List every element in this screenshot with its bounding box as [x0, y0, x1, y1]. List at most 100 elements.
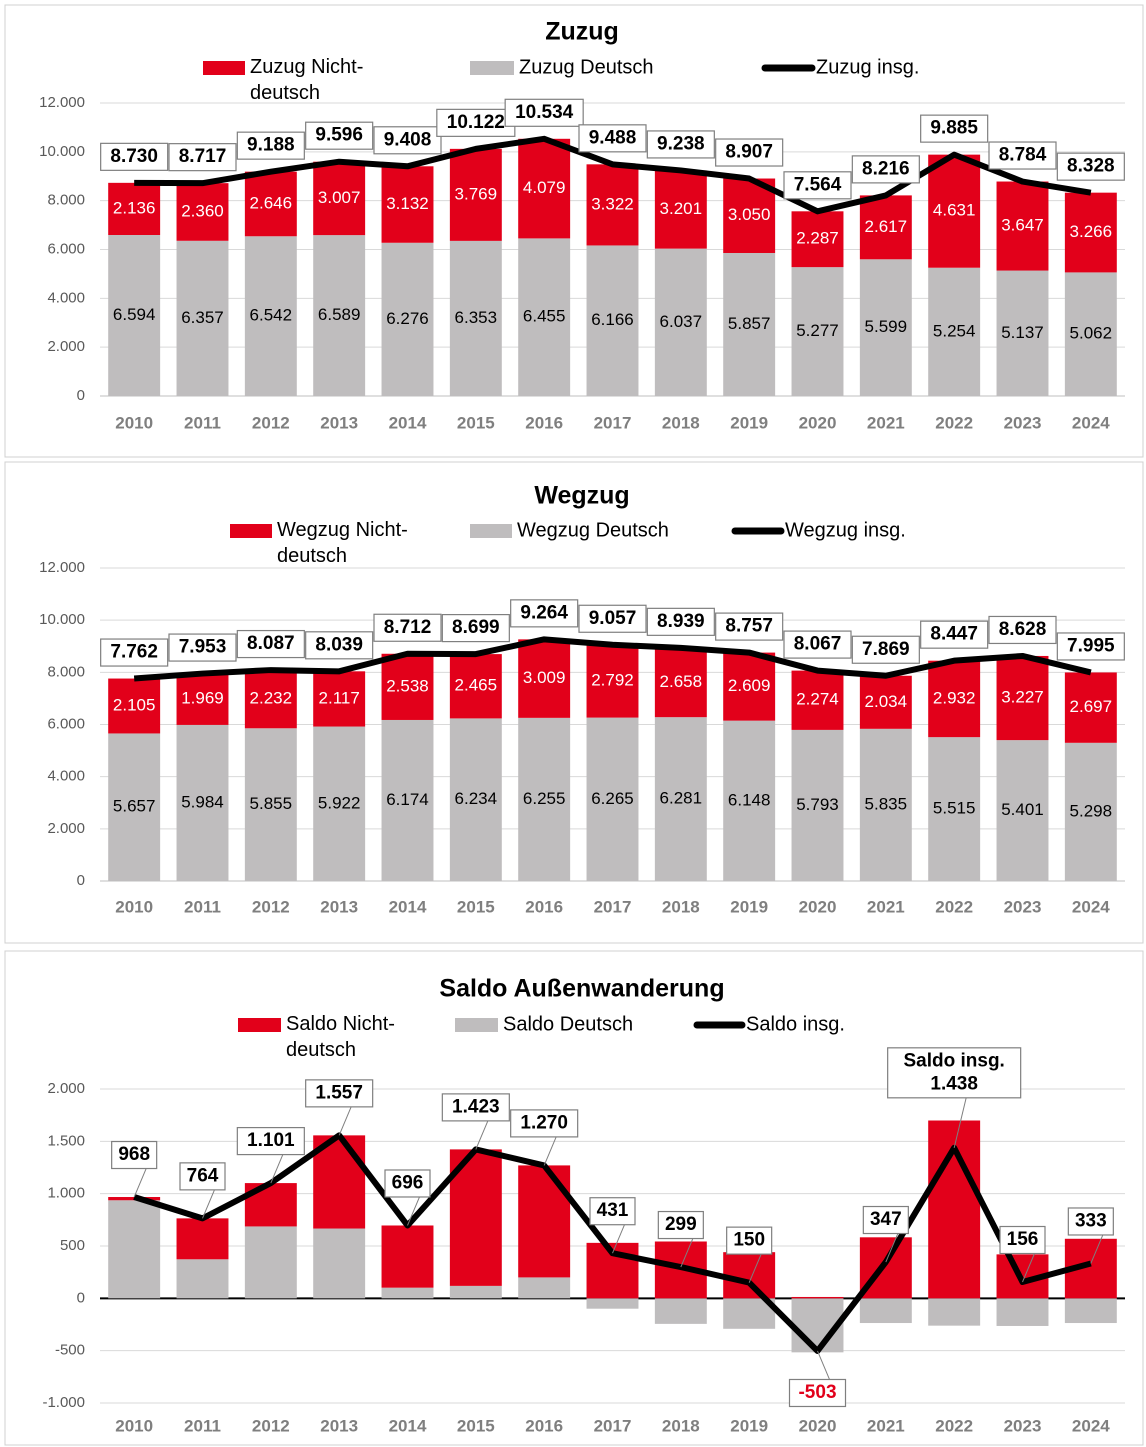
segment-label: 5.835 [865, 794, 908, 813]
legend-label: Saldo Nicht-deutsch [286, 1013, 395, 1061]
total-label: 333 [1075, 1210, 1107, 1231]
total-label-box [783, 171, 852, 200]
segment-label: 2.646 [250, 193, 293, 212]
bar-segment [381, 653, 434, 720]
total-label: 7.995 [1067, 635, 1115, 656]
total-label: 9.885 [930, 118, 978, 139]
bar-segment [313, 671, 366, 727]
bar-segment [928, 267, 981, 396]
segment-label: 3.647 [1001, 216, 1044, 235]
bar-segment [1064, 742, 1117, 881]
y-tick-label: 10.000 [39, 143, 85, 160]
total-label-box [589, 1197, 636, 1226]
total-label: 8.712 [384, 617, 432, 638]
total-label-box [578, 124, 647, 153]
y-tick-label: 6.000 [47, 715, 85, 732]
total-label-box [715, 612, 784, 641]
bar-segment [518, 1277, 571, 1299]
segment-label: 6.276 [386, 309, 429, 328]
bar-segment [108, 182, 161, 235]
x-tick-label: 2010 [115, 1416, 153, 1435]
bar-segment [449, 1285, 502, 1299]
x-tick-label: 2017 [594, 897, 632, 916]
bar-segment [449, 654, 502, 719]
legend-swatch [203, 61, 245, 75]
segment-label: 3.769 [455, 184, 498, 203]
segment-label: 6.037 [660, 312, 703, 331]
legend-swatch [455, 1018, 498, 1032]
bar-segment [244, 171, 297, 237]
total-line [133, 636, 1092, 682]
total-label-box [851, 635, 920, 664]
x-tick-label: 2013 [320, 1416, 358, 1435]
segment-label: 6.265 [591, 789, 634, 808]
leader-line [407, 1196, 420, 1226]
x-tick-label: 2016 [525, 1416, 563, 1435]
total-label: 696 [392, 1173, 424, 1194]
bar-segment [859, 195, 912, 260]
y-tick-label: 4.000 [47, 289, 85, 306]
segment-label: 5.401 [1001, 800, 1044, 819]
x-tick-label: 2023 [1004, 897, 1042, 916]
bar-segment [381, 242, 434, 396]
total-label: 150 [733, 1230, 765, 1251]
total-label-box [236, 629, 305, 659]
leader-line [953, 1097, 967, 1148]
bar-segment [244, 728, 297, 881]
total-label-box [887, 1047, 1022, 1099]
segment-label: 2.465 [455, 676, 498, 695]
total-label: 1.423 [452, 1096, 500, 1117]
bar-segment [176, 183, 229, 241]
x-tick-label: 2024 [1072, 897, 1110, 916]
total-label-box [646, 130, 715, 159]
legend-label: Wegzug Nicht-deutsch [277, 519, 408, 567]
bar-segment [381, 719, 434, 881]
leader-line [817, 1350, 830, 1380]
y-tick-label: 2.000 [47, 338, 85, 355]
segment-label: 6.353 [455, 308, 498, 327]
segment-label: 2.609 [728, 676, 771, 695]
total-label: 9.596 [315, 125, 363, 146]
x-tick-label: 2015 [457, 1416, 495, 1435]
x-tick-label: 2023 [1004, 1416, 1042, 1435]
leader-line [475, 1120, 489, 1150]
total-label-box [236, 1126, 305, 1156]
leader-line [680, 1238, 694, 1268]
bar-segment [108, 234, 161, 396]
segment-label: 2.232 [250, 689, 293, 708]
segment-label: 3.266 [1070, 222, 1113, 241]
bar-segment [586, 164, 639, 246]
legend-label: Wegzug Deutsch [517, 519, 669, 541]
bar-segment [928, 1298, 981, 1326]
x-tick-label: 2018 [662, 897, 700, 916]
bar-segment [518, 717, 571, 881]
total-label: 8.087 [247, 633, 295, 654]
y-tick-label: 1.500 [47, 1132, 85, 1149]
segment-label: 5.515 [933, 799, 976, 818]
x-tick-label: 2014 [389, 413, 427, 432]
bar-segment [996, 740, 1049, 881]
legend-label: Zuzug Deutsch [519, 56, 654, 78]
segment-label: 6.234 [455, 789, 498, 808]
y-tick-label: 8.000 [47, 663, 85, 680]
segment-label: 3.009 [523, 668, 566, 687]
segment-label: 5.922 [318, 793, 361, 812]
total-label: 8.216 [862, 158, 910, 179]
total-label: 9.188 [247, 135, 295, 156]
segment-label: 2.617 [865, 217, 908, 236]
total-label: 8.939 [657, 611, 705, 632]
segment-label: 6.148 [728, 790, 771, 809]
total-label: 8.907 [725, 142, 773, 163]
segment-label: 2.117 [319, 688, 360, 707]
total-label: 8.717 [179, 146, 227, 167]
segment-label: 2.274 [796, 690, 839, 709]
segment-label: 4.631 [933, 201, 976, 220]
total-label: 9.408 [384, 129, 432, 150]
total-label-box [862, 1205, 909, 1235]
total-label: 8.328 [1067, 156, 1115, 177]
legend-label: Saldo Deutsch [503, 1013, 633, 1035]
total-label-box [1056, 152, 1125, 181]
segment-label: 6.174 [386, 790, 429, 809]
bar-segment [449, 240, 502, 396]
